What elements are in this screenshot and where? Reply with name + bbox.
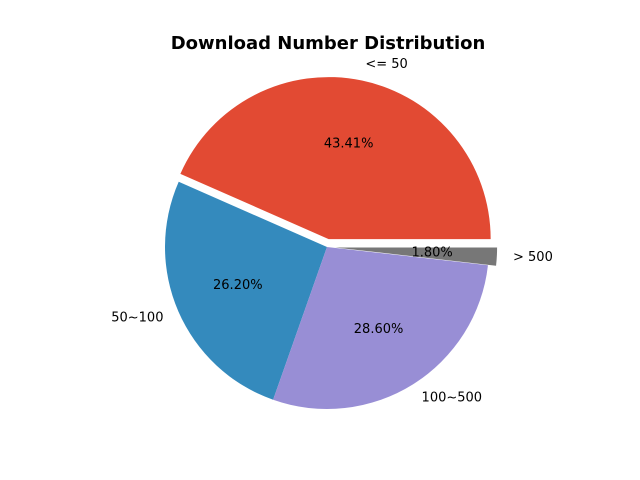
slice-category-label-3: > 500 xyxy=(513,250,553,265)
pie-slice-0 xyxy=(180,77,491,240)
chart-title: Download Number Distribution xyxy=(171,33,486,54)
slice-percent-label-1: 26.20% xyxy=(213,278,263,293)
slice-category-label-1: 50~100 xyxy=(111,310,163,325)
slice-percent-label-3: 1.80% xyxy=(411,245,452,260)
slice-percent-label-2: 28.60% xyxy=(354,322,404,337)
slice-category-label-0: <= 50 xyxy=(365,57,407,72)
pie-slice-3 xyxy=(335,247,498,266)
pie-labels: 43.41% <= 50 26.20% 50~100 28.60% 100~500 1.80… xyxy=(111,57,553,405)
pie-slices xyxy=(165,77,498,409)
slice-percent-label-0: 43.41% xyxy=(324,136,374,151)
pie-slice-2 xyxy=(273,247,488,409)
slice-category-label-2: 100~500 xyxy=(422,391,483,406)
pie-slice-1 xyxy=(165,181,327,400)
